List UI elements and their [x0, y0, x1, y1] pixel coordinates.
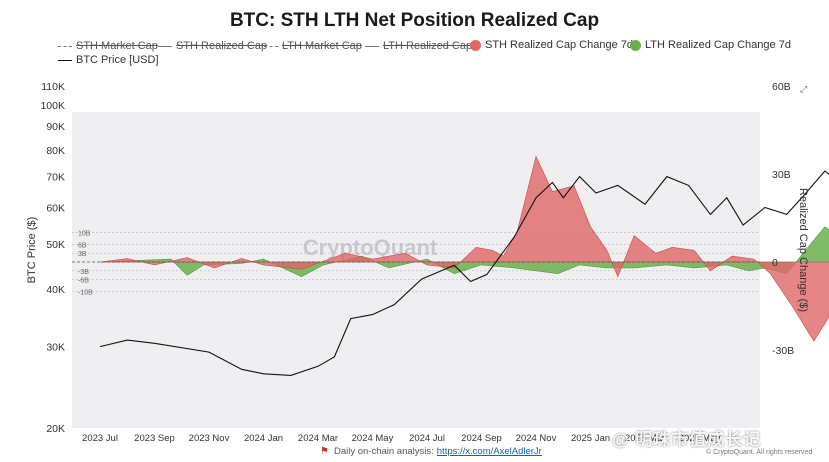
red-dot-icon	[470, 39, 481, 51]
expand-icon[interactable]: ⤢	[800, 84, 808, 94]
x-tick-label: 2023 Nov	[189, 433, 230, 444]
right-tick-label: 60B	[772, 81, 791, 93]
chart-title: BTC: STH LTH Net Position Realized Cap	[229, 10, 600, 31]
y-axis-title-right: Realized Cap Change ($)	[797, 188, 809, 312]
x-tick-label: 2025 Jan	[571, 433, 610, 444]
left-tick-label: 50K	[46, 239, 65, 251]
legend-sth-realized-cap[interactable]: STH Realized Cap	[158, 40, 267, 52]
legend-sth-market-cap[interactable]: STH Market Cap	[58, 40, 158, 52]
legend-lth-market-cap[interactable]: LTH Market Cap	[264, 40, 362, 52]
inner-tick-label: -6B	[78, 278, 89, 285]
solid-line-icon	[365, 45, 379, 47]
inner-tick-label: 3B	[78, 251, 87, 258]
left-tick-label: 80K	[46, 145, 65, 157]
inner-tick-label: 6B	[78, 242, 87, 249]
x-tick-label: 2024 Nov	[516, 433, 557, 444]
x-tick-label: 2024 May	[352, 433, 394, 444]
left-tick-label: 110K	[41, 81, 65, 93]
left-tick-label: 100K	[40, 100, 65, 112]
x-tick-label: 2025 Mar	[625, 433, 665, 444]
footer: ⚑ Daily on-chain analysis: https://x.com…	[320, 446, 542, 457]
left-tick-label: 90K	[46, 121, 65, 133]
legend-lth-change[interactable]: LTH Realized Cap Change 7d	[630, 39, 791, 51]
btc-price-line	[99, 170, 829, 376]
x-tick-label: 2024 Mar	[298, 433, 338, 444]
inner-tick-label: -3B	[78, 269, 89, 276]
left-tick-label: 20K	[46, 423, 65, 435]
flag-icon: ⚑	[320, 446, 329, 457]
footer-link[interactable]: https://x.com/AxelAdlerJr	[436, 446, 542, 457]
solid-line-icon	[158, 45, 172, 47]
solid-line-icon	[58, 59, 72, 61]
dashed-line-icon	[58, 45, 72, 47]
x-tick-label: 2023 Jul	[82, 433, 118, 444]
overlay-watermark: @ 明珠市值成长记	[612, 430, 762, 449]
y-axis-title-left: BTC Price ($)	[26, 217, 38, 284]
right-tick-label: 0	[772, 257, 778, 269]
x-tick-label: 2025 May	[679, 433, 721, 444]
footer-text: Daily on-chain analysis:	[333, 446, 434, 457]
left-tick-label: 70K	[46, 172, 65, 184]
left-tick-label: 60K	[46, 203, 65, 215]
x-tick-label: 2024 Sep	[461, 433, 502, 444]
dashed-line-icon	[264, 45, 278, 47]
inner-tick-label: -10B	[78, 289, 93, 296]
inner-tick-label: 10B	[78, 231, 91, 238]
legend-sth-change[interactable]: STH Realized Cap Change 7d	[470, 39, 633, 51]
x-tick-label: 2024 Jan	[244, 433, 283, 444]
x-tick-label: 2023 Sep	[134, 433, 175, 444]
green-dot-icon	[630, 39, 641, 51]
legend-btc-price[interactable]: BTC Price [USD]	[58, 54, 159, 66]
left-tick-label: 40K	[46, 284, 65, 296]
brand-copyright: © CryptoQuant. All rights reserved	[706, 449, 813, 456]
right-tick-label: -30B	[772, 345, 794, 357]
legend-lth-realized-cap[interactable]: LTH Realized Cap	[365, 40, 472, 52]
sth-change-area	[99, 155, 829, 342]
plot-background	[72, 112, 760, 428]
left-tick-label: 30K	[46, 342, 65, 354]
right-tick-label: 30B	[772, 169, 791, 181]
x-tick-label: 2024 Jul	[409, 433, 445, 444]
chart-watermark: CryptoQuant	[303, 235, 438, 260]
